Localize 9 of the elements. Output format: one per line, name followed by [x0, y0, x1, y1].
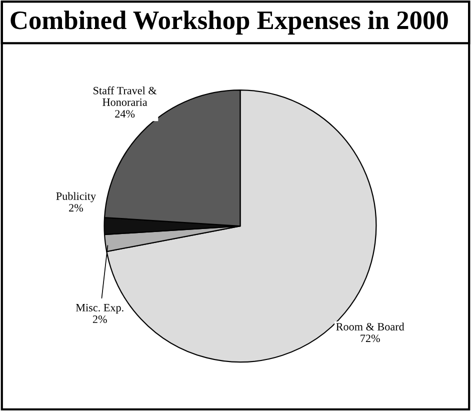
- data-label: 2%: [92, 316, 107, 324]
- slice-label: Staff Travel & Honoraria: [94, 86, 157, 106]
- data-label: 72%: [360, 334, 380, 342]
- slice-label: Room & Board: [336, 322, 404, 330]
- slice-label: Publicity: [56, 192, 96, 202]
- slice-label: Misc. Exp.: [76, 304, 124, 314]
- chart-title: Combined Workshop Expenses in 2000: [10, 10, 448, 35]
- data-label: 2%: [69, 204, 83, 212]
- data-label: 24%: [115, 110, 135, 118]
